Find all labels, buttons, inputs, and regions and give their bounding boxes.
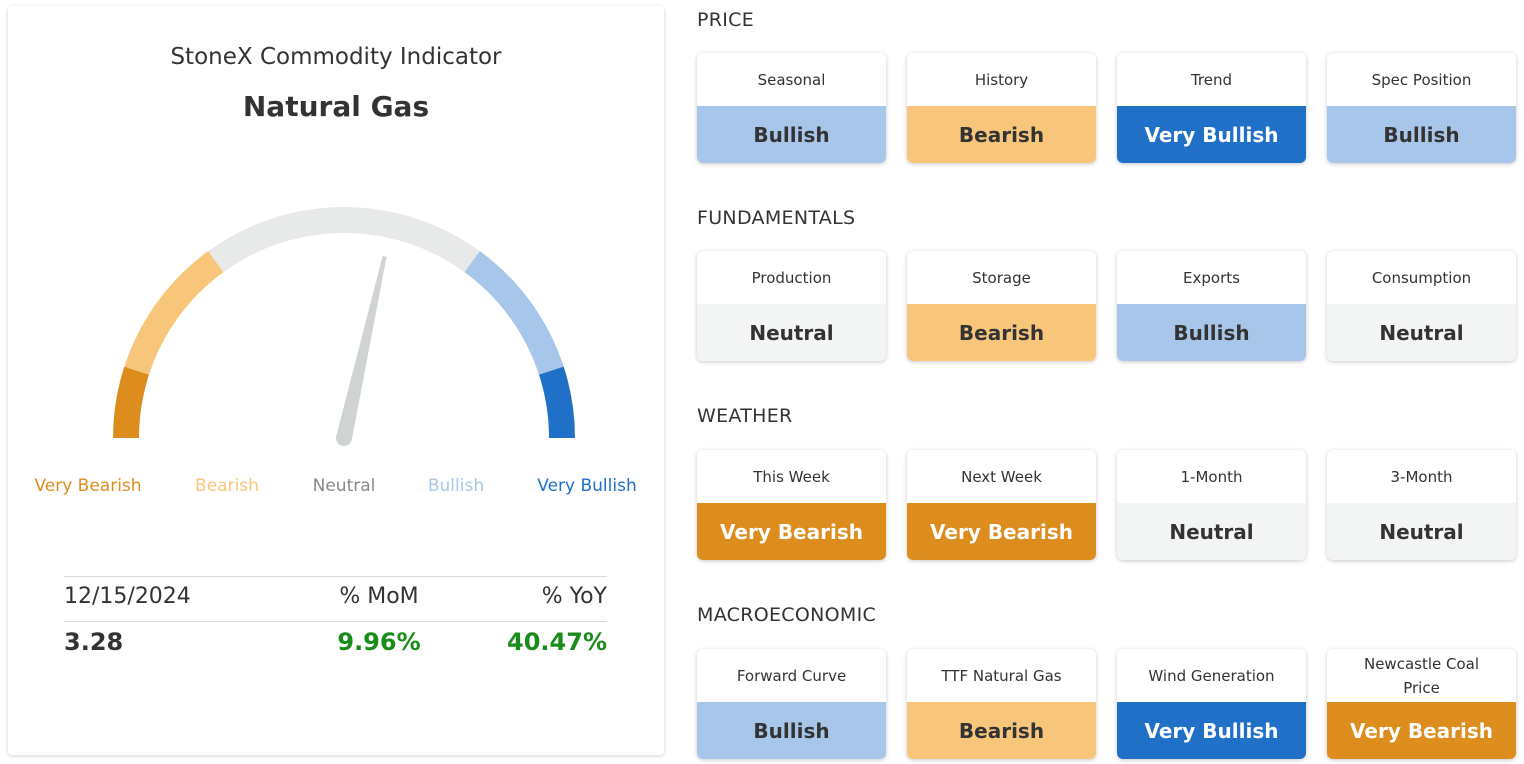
stats-date: 12/15/2024 [64, 584, 191, 609]
tile-label: Newcastle Coal Price [1363, 654, 1480, 697]
sentiment-gauge [113, 207, 575, 446]
tile-storage[interactable]: Storage Bearish [907, 251, 1096, 361]
tile-value: Very Bearish [697, 503, 886, 560]
tile-value: Bullish [1327, 106, 1516, 163]
indicator-subtitle: StoneX Commodity Indicator [170, 44, 502, 70]
tile-exports[interactable]: Exports Bullish [1117, 251, 1306, 361]
tile-3-month[interactable]: 3-Month Neutral [1327, 450, 1516, 560]
tile-label: Wind Generation [1148, 666, 1275, 685]
section-title-weather: WEATHER [697, 405, 793, 427]
indicator-card: StoneX Commodity Indicator Natural Gas V… [8, 6, 664, 755]
tile-value: Neutral [1117, 503, 1306, 560]
gauge-band-bullish [464, 251, 564, 375]
tile-newcastle-coal-price[interactable]: Newcastle Coal Price Very Bearish [1327, 649, 1516, 759]
stats-price-value: 3.28 [64, 628, 124, 656]
gauge-scale-labels: Very Bearish Bearish Neutral Bullish Ver… [8, 476, 664, 506]
scale-label-very-bearish: Very Bearish [34, 476, 142, 496]
tile-wind-generation[interactable]: Wind Generation Very Bullish [1117, 649, 1306, 759]
tile-label: Spec Position [1371, 70, 1472, 89]
stats-values-row: 3.28 9.96% 40.47% [64, 621, 607, 666]
tile-value: Bullish [697, 702, 886, 759]
tile-value: Neutral [1327, 304, 1516, 361]
tile-label: Next Week [961, 467, 1042, 486]
tile-label: This Week [753, 467, 830, 486]
tile-production[interactable]: Production Neutral [697, 251, 886, 361]
tile-value: Neutral [1327, 503, 1516, 560]
section-title-macroeconomic: MACROECONOMIC [697, 604, 877, 626]
tile-value: Very Bearish [907, 503, 1096, 560]
scale-label-neutral: Neutral [312, 476, 376, 496]
stats-yoy-label: % YoY [541, 584, 607, 609]
scale-label-bullish: Bullish [427, 476, 485, 496]
tile-label: Trend [1190, 70, 1233, 89]
price-stats: 12/15/2024 % MoM % YoY 3.28 9.96% 40.47% [64, 576, 607, 666]
tile-value: Bullish [697, 106, 886, 163]
tile-consumption[interactable]: Consumption Neutral [1327, 251, 1516, 361]
tile-label: 1-Month [1180, 467, 1243, 486]
tile-label: Consumption [1371, 268, 1472, 287]
stats-mom-value: 9.96% [337, 628, 421, 656]
tile-label: 3-Month [1390, 467, 1453, 486]
tile-forward-curve[interactable]: Forward Curve Bullish [697, 649, 886, 759]
stats-header-row: 12/15/2024 % MoM % YoY [64, 576, 607, 621]
gauge-band-very-bearish [113, 366, 150, 439]
tile-label: Storage [972, 268, 1031, 287]
tile-label: History [974, 70, 1029, 89]
tile-seasonal[interactable]: Seasonal Bullish [697, 53, 886, 163]
section-title-price: PRICE [697, 9, 755, 31]
tile-this-week[interactable]: This Week Very Bearish [697, 450, 886, 560]
gauge-band-neutral [208, 207, 480, 273]
gauge-band-very-bullish [538, 366, 575, 439]
tile-value: Bearish [907, 304, 1096, 361]
tile-spec-position[interactable]: Spec Position Bullish [1327, 53, 1516, 163]
tile-value: Neutral [697, 304, 886, 361]
tile-label: TTF Natural Gas [941, 666, 1062, 685]
tile-value: Very Bearish [1327, 702, 1516, 759]
tile-ttf-natural-gas[interactable]: TTF Natural Gas Bearish [907, 649, 1096, 759]
tile-label: Production [751, 268, 832, 287]
section-title-fundamentals: FUNDAMENTALS [697, 207, 856, 229]
scale-label-bearish: Bearish [195, 476, 259, 496]
gauge-needle [335, 256, 387, 446]
tile-value: Very Bullish [1117, 106, 1306, 163]
tile-trend[interactable]: Trend Very Bullish [1117, 53, 1306, 163]
tile-value: Bullish [1117, 304, 1306, 361]
commodity-title: Natural Gas [242, 90, 430, 123]
tile-history[interactable]: History Bearish [907, 53, 1096, 163]
tile-label: Exports [1183, 268, 1240, 287]
scale-label-very-bullish: Very Bullish [537, 476, 637, 496]
tile-value: Bearish [907, 702, 1096, 759]
gauge-band-bearish [124, 251, 224, 375]
stats-mom-label: % MoM [339, 584, 419, 609]
tile-label: Seasonal [757, 70, 826, 89]
stats-yoy-value: 40.47% [507, 628, 607, 656]
tile-value: Bearish [907, 106, 1096, 163]
tile-label: Forward Curve [736, 666, 847, 685]
tile-1-month[interactable]: 1-Month Neutral [1117, 450, 1306, 560]
tile-value: Very Bullish [1117, 702, 1306, 759]
tile-next-week[interactable]: Next Week Very Bearish [907, 450, 1096, 560]
